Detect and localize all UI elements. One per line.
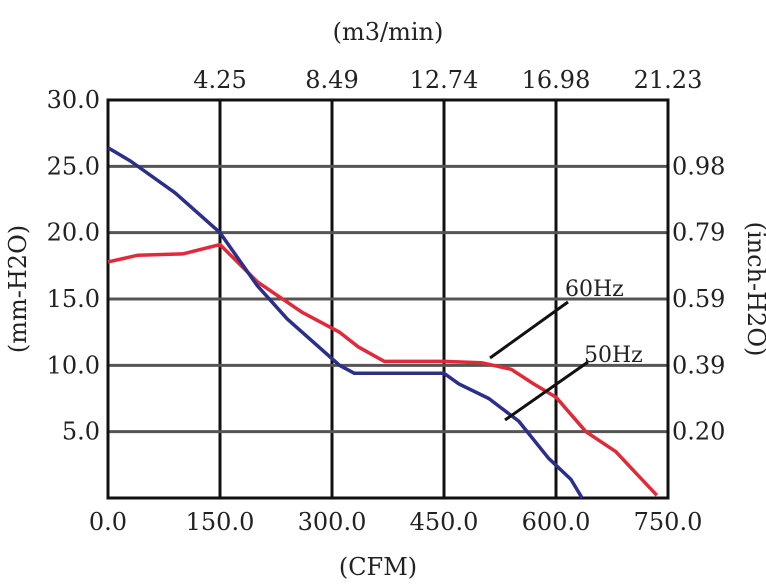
tick-labels: 0.0 150.0 300.0 450.0 600.0 750.0 5.0 10.0 15.0 2…	[47, 66, 726, 536]
y-tick-label: 15.0	[47, 285, 100, 313]
x-tick-label: 450.0	[410, 508, 479, 536]
top-tick-label: 12.74	[410, 66, 479, 94]
x-tick-label: 0.0	[89, 508, 127, 536]
x-axis-label: (CFM)	[339, 553, 417, 581]
right-tick-label: 0.79	[672, 219, 725, 247]
series-layer	[107, 146, 659, 499]
y-axis-label: (mm-H2O)	[4, 225, 32, 353]
axis-labels: (CFM) (m3/min) (mm-H2O) (inch-H2O)	[4, 18, 766, 581]
right-tick-label: 0.20	[672, 418, 725, 446]
grid-lines	[106, 98, 670, 500]
callout-line-50hz	[504, 360, 589, 422]
top-tick-label: 16.98	[522, 66, 591, 94]
top-axis-label: (m3/min)	[333, 18, 444, 46]
y-tick-label: 25.0	[47, 152, 100, 180]
x-tick-label: 750.0	[634, 508, 703, 536]
plot-frame	[106, 98, 670, 500]
top-tick-label: 4.25	[193, 66, 246, 94]
right-tick-label: 0.98	[672, 152, 725, 180]
x-tick-label: 600.0	[522, 508, 591, 536]
series-label-50hz: 50Hz	[584, 343, 643, 368]
callout-line-60hz	[489, 300, 569, 360]
series-line-50hz	[107, 146, 584, 499]
series-line-60hz	[107, 242, 659, 497]
x-tick-label: 150.0	[186, 508, 255, 536]
series-label-60hz: 60Hz	[565, 277, 624, 302]
y-tick-label: 10.0	[47, 351, 100, 379]
right-tick-label: 0.39	[672, 351, 725, 379]
right-tick-label: 0.59	[672, 285, 725, 313]
right-axis-label: (inch-H2O)	[742, 222, 766, 357]
top-tick-label: 8.49	[305, 66, 358, 94]
y-tick-label: 20.0	[47, 219, 100, 247]
y-tick-label: 5.0	[62, 418, 100, 446]
y-tick-label: 30.0	[47, 86, 100, 114]
top-tick-label: 21.23	[634, 66, 703, 94]
series-callouts: 60Hz 50Hz	[489, 277, 643, 422]
x-tick-label: 300.0	[298, 508, 367, 536]
